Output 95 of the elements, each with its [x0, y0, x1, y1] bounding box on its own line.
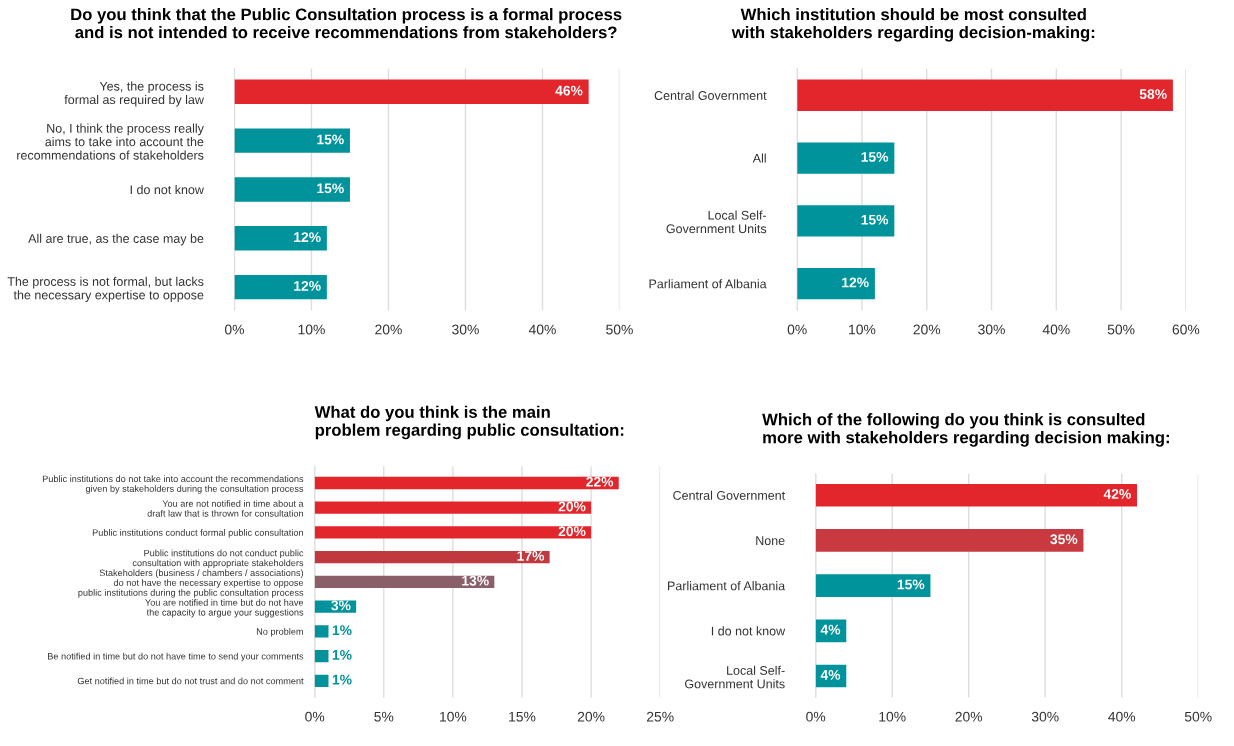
y-tick-label: Local Self- Government Units	[685, 665, 785, 689]
bar	[314, 674, 329, 687]
x-tick-label: 20%	[955, 711, 983, 722]
data-label: 3%	[331, 600, 351, 611]
y-tick-label: All are true, as the case may be	[28, 233, 204, 246]
y-tick-label: Public institutions do not conduct public consultation with appropriate stakeholders	[132, 549, 304, 568]
x-tick-label: 5%	[374, 711, 394, 722]
y-tick-label: Parliament of Albania	[668, 581, 786, 591]
bar	[314, 501, 592, 514]
y-tick-label: You are notified in time but do not have the capacity to argue your suggestions	[145, 599, 304, 618]
x-tick-label: 40%	[1042, 324, 1070, 335]
y-tick-label: None	[756, 536, 785, 546]
x-tick-label: 10%	[298, 324, 325, 335]
y-tick-label: You are not notified in time about a draft law that is thrown for consultation	[147, 500, 304, 517]
y-tick-label: Be notified in time but do not have time to send your comments	[48, 652, 304, 662]
data-label: 4%	[820, 624, 841, 635]
chart-title: Which of the following do you think is consulted more with stakeholders regarding decision making:	[762, 413, 1169, 447]
y-tick-label: Local Self- Government Units	[666, 210, 767, 234]
data-label: 46%	[555, 85, 583, 96]
data-label: 15%	[861, 152, 889, 162]
x-tick-label: 30%	[1031, 711, 1059, 722]
bar	[314, 575, 495, 589]
bar	[314, 476, 619, 490]
bar	[815, 574, 931, 597]
y-tick-label: All	[752, 153, 766, 163]
data-label: 20%	[558, 526, 586, 537]
x-tick-label: 60%	[1172, 324, 1200, 335]
data-label: 12%	[294, 232, 321, 243]
bar	[815, 483, 1138, 507]
bar	[314, 550, 550, 564]
x-tick-label: 40%	[1108, 711, 1136, 722]
y-tick-label: No, I think the process really aims to take into account the recommendations of stakeholders	[17, 123, 204, 160]
x-tick-label: 50%	[1107, 324, 1135, 335]
data-label: 12%	[294, 281, 321, 291]
bar	[314, 526, 592, 539]
x-tick-label: 30%	[978, 324, 1005, 335]
x-tick-label: 0%	[305, 711, 325, 722]
bar	[234, 79, 589, 105]
x-tick-label: 15%	[509, 711, 536, 722]
data-label: 35%	[1050, 534, 1078, 545]
data-label: 17%	[517, 551, 545, 561]
x-tick-label: 20%	[913, 324, 941, 335]
x-tick-label: 30%	[452, 324, 479, 335]
bar	[234, 226, 327, 251]
data-label: 4%	[820, 669, 841, 680]
chart-title: What do you think is the main problem regarding public consultation:	[314, 405, 624, 440]
y-tick-label: Get notified in time but do not trust and do not comment	[77, 677, 304, 685]
data-label: 1%	[332, 650, 352, 660]
bar	[314, 625, 329, 638]
bar	[234, 274, 327, 300]
data-label: 20%	[558, 501, 586, 512]
data-label: 58%	[1139, 89, 1167, 100]
data-label: 15%	[861, 214, 889, 225]
data-label: 22%	[586, 476, 614, 487]
bar	[797, 267, 875, 300]
y-tick-label: Parliament of Albania	[649, 279, 767, 289]
y-tick-label: I do not know	[711, 626, 786, 636]
data-label: 12%	[842, 277, 869, 288]
y-tick-label: Yes, the process is formal as required by law	[64, 81, 204, 107]
x-tick-label: 20%	[375, 324, 402, 335]
x-tick-label: 0%	[806, 711, 826, 722]
y-tick-label: The process is not formal, but lacks the necessary expertise to oppose	[7, 276, 204, 302]
y-tick-label: I do not know	[130, 184, 204, 195]
y-tick-label: Public institutions conduct formal public consultation	[92, 529, 303, 538]
x-tick-label: 10%	[849, 324, 876, 335]
bar	[234, 128, 350, 153]
y-tick-label: Public institutions do not take into account the recommendations given by stakeholders during the consultation process	[42, 475, 304, 494]
x-tick-label: 50%	[1184, 711, 1212, 722]
bar	[314, 649, 329, 663]
x-tick-label: 10%	[440, 711, 467, 722]
bar	[797, 205, 895, 237]
y-tick-label: Central Government	[654, 90, 767, 100]
x-tick-label: 40%	[528, 324, 556, 335]
y-tick-label: Stakeholders (business / chambers / associations) do not have the necessary expertise to oppose public institutions during the public consultation process	[78, 569, 304, 598]
bar	[797, 79, 1173, 112]
x-tick-label: 25%	[646, 711, 674, 722]
x-tick-label: 20%	[577, 711, 605, 722]
chart-title: Do you think that the Public Consultation process is a formal process and is not intended to receive recommendations from stakeholders?	[71, 8, 622, 39]
bar	[797, 142, 895, 174]
x-tick-label: 50%	[606, 324, 633, 335]
data-label: 15%	[897, 579, 925, 590]
data-label: 42%	[1103, 489, 1131, 499]
y-tick-label: No problem	[256, 628, 303, 637]
bar	[234, 177, 350, 202]
data-label: 15%	[317, 134, 344, 145]
y-tick-label: Central Government	[673, 490, 786, 500]
chart-title: Which institution should be most consulted with stakeholders regarding decision-making:	[731, 8, 1095, 42]
data-label: 13%	[462, 575, 489, 586]
data-label: 15%	[317, 183, 344, 194]
x-tick-label: 10%	[879, 711, 906, 722]
data-label: 1%	[332, 625, 352, 636]
data-label: 1%	[332, 674, 352, 685]
bar	[815, 529, 1084, 552]
x-tick-label: 0%	[224, 324, 244, 335]
x-tick-label: 0%	[787, 324, 807, 335]
